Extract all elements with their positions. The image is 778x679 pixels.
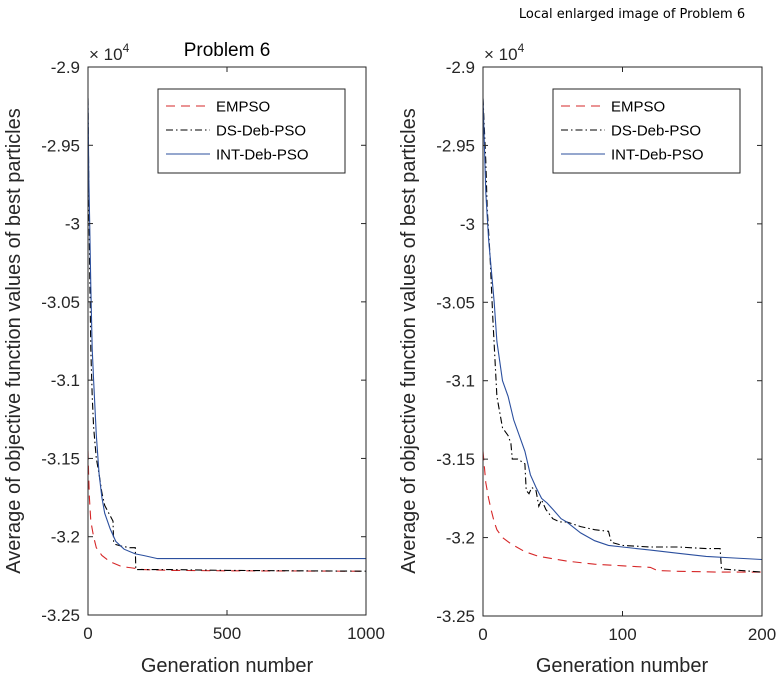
x-tick-label: 0 — [83, 624, 92, 643]
y-tick-label: -3.1 — [446, 372, 475, 391]
legend-label: INT-Deb-PSO — [216, 147, 309, 164]
svg-text:× 104: × 104 — [89, 41, 130, 64]
series-line-ds-deb-pso — [483, 98, 762, 573]
exponent-power: 4 — [123, 41, 130, 55]
x-tick-label: 100 — [608, 625, 636, 644]
legend-label: DS-Deb-PSO — [216, 123, 306, 140]
y-axis-label: Average of objective function values of … — [398, 108, 420, 573]
series-line-int-deb-pso — [88, 98, 366, 560]
exponent-base: × 10 — [484, 45, 518, 64]
x-axis-label: Generation number — [536, 655, 709, 677]
plot-area: -3.25 -3.2 -3.15 -3.1 -3.05 -3 -2.95 -2.9 0 500 10… — [41, 58, 385, 643]
x-tick-label: 1000 — [347, 624, 385, 643]
x-tick-label: 200 — [748, 625, 776, 644]
series-line-int-deb-pso — [483, 98, 762, 561]
svg-text:× 104: × 104 — [484, 41, 525, 64]
y-tick-label: -3.1 — [51, 371, 80, 390]
y-tick-label: -2.95 — [436, 136, 475, 155]
chart-panel-local-enlarged: -3.25 -3.2 -3.15 -3.1 -3.05 -3 -2.95 -2.9 0 100 20… — [398, 41, 776, 677]
plot-area: -3.25 -3.2 -3.15 -3.1 -3.05 -3 -2.95 -2.9 0 100 20… — [436, 58, 776, 644]
legend-label: INT-Deb-PSO — [611, 147, 704, 164]
series-line-ds-deb-pso — [88, 98, 366, 572]
chart-title: Problem 6 — [184, 40, 271, 61]
y-tick-label: -3.15 — [41, 449, 80, 468]
legend-label: DS-Deb-PSO — [611, 123, 701, 140]
legend-box — [157, 88, 346, 174]
y-tick-label: -2.95 — [41, 136, 80, 155]
y-tick-label: -3.05 — [41, 293, 80, 312]
y-axis-label: Average of objective function values of … — [3, 108, 25, 573]
y-tick-label: -3.2 — [51, 528, 80, 547]
y-tick-label: -3.25 — [41, 606, 80, 625]
y-tick-label: -2.9 — [446, 58, 475, 77]
legend-label: EMPSO — [216, 99, 270, 116]
series-line-empso — [483, 451, 762, 573]
x-tick-label: 500 — [213, 624, 241, 643]
x-tick-label: 0 — [478, 625, 487, 644]
legend: EMPSO DS-Deb-PSO INT-Deb-PSO — [157, 88, 346, 174]
exponent-power: 4 — [518, 41, 525, 55]
y-tick-label: -2.9 — [51, 58, 80, 77]
figure-title: Local enlarged image of Problem 6 — [519, 7, 745, 22]
legend-label: EMPSO — [611, 99, 665, 116]
legend-box — [552, 88, 741, 174]
y-tick-label: -3 — [460, 215, 475, 234]
series-group — [88, 98, 366, 572]
y-tick-label: -3 — [65, 215, 80, 234]
chart-panel-problem-6: -3.25 -3.2 -3.15 -3.1 -3.05 -3 -2.95 -2.9 0 500 10… — [3, 40, 385, 677]
series-group — [483, 98, 762, 573]
exponent-base: × 10 — [89, 45, 123, 64]
y-tick-label: -3.05 — [436, 293, 475, 312]
exponent-label: × 104 — [484, 41, 525, 64]
series-line-empso — [88, 450, 366, 572]
y-tick-label: -3.25 — [436, 607, 475, 626]
exponent-label: × 104 — [89, 41, 130, 64]
x-axis-label: Generation number — [141, 655, 314, 677]
y-tick-label: -3.15 — [436, 450, 475, 469]
y-tick-label: -3.2 — [446, 529, 475, 548]
legend: EMPSO DS-Deb-PSO INT-Deb-PSO — [552, 88, 741, 174]
